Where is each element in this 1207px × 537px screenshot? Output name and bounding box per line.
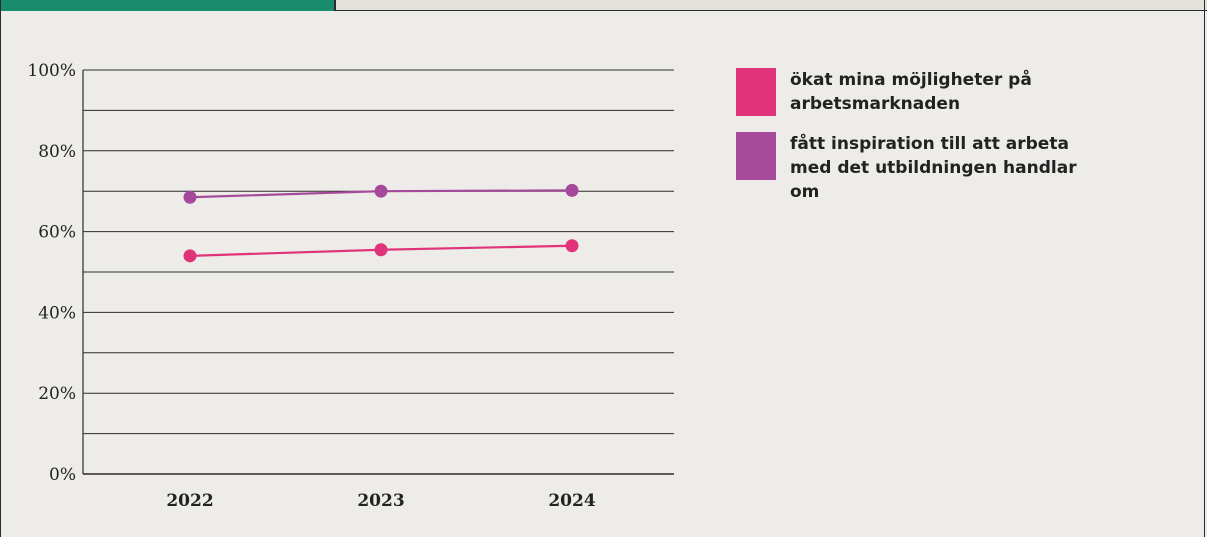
- x-tick-label: 2022: [166, 491, 213, 511]
- y-tick-label: 40%: [38, 303, 76, 323]
- legend-item-1: fått inspiration till att arbeta med det…: [736, 132, 1136, 204]
- legend-swatch-0: [736, 68, 776, 116]
- x-tick-label: 2023: [357, 491, 404, 511]
- data-point-1: [374, 184, 388, 198]
- y-tick-label: 20%: [38, 384, 76, 404]
- header-bar: [0, 0, 1207, 11]
- legend-swatch-1: [736, 132, 776, 180]
- y-tick-label: 80%: [38, 142, 76, 162]
- data-point-1: [183, 190, 197, 204]
- x-tick-label: 2024: [548, 491, 595, 511]
- legend-label-1: fått inspiration till att arbeta med det…: [790, 134, 1077, 202]
- header-tab: [0, 0, 336, 11]
- data-point-0: [183, 249, 197, 263]
- legend-label-0: ökat mina möjligheter på arbetsmarknaden: [790, 70, 1032, 114]
- legend-item-0: ökat mina möjligheter på arbetsmarknaden: [736, 68, 1136, 116]
- data-point-0: [565, 239, 579, 253]
- data-point-1: [565, 183, 579, 197]
- y-tick-label: 60%: [38, 223, 76, 243]
- y-tick-label: 0%: [49, 465, 76, 485]
- legend: ökat mina möjligheter på arbetsmarknaden…: [736, 68, 1136, 220]
- data-point-0: [374, 243, 388, 257]
- y-tick-label: 100%: [27, 61, 76, 81]
